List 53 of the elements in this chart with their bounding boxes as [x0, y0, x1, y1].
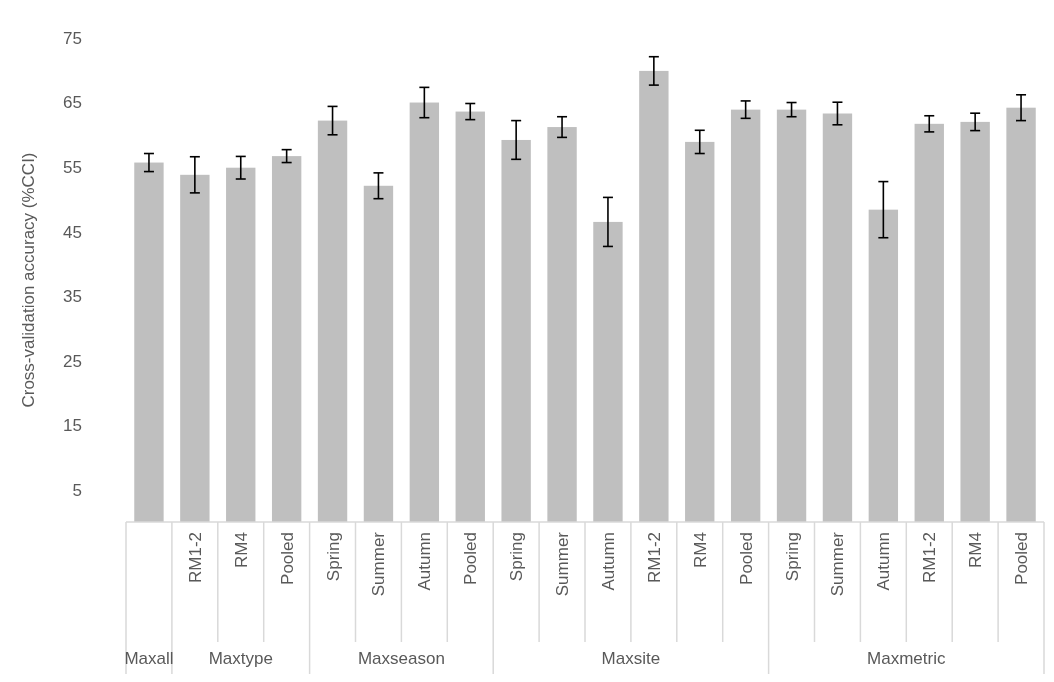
bar [868, 209, 899, 522]
bar [960, 121, 990, 522]
bar [134, 162, 164, 522]
y-tick-label: 75 [63, 28, 82, 48]
x-tick-label: Pooled [461, 532, 481, 585]
y-tick-label: 15 [63, 416, 82, 436]
x-tick-label: Pooled [1012, 532, 1032, 585]
bar [822, 113, 853, 522]
bar [501, 139, 531, 522]
text: Maxsite [601, 649, 661, 668]
y-tick-label: 35 [63, 287, 82, 307]
x-tick-label: Summer [553, 531, 573, 597]
bar [271, 156, 302, 522]
bar [363, 185, 394, 522]
y-tick-label: 5 [72, 480, 82, 500]
bar [180, 174, 210, 522]
x-tick-label: RM4 [966, 532, 986, 568]
y-tick-label: 45 [63, 222, 82, 242]
x-tick-label: RM4 [690, 532, 710, 568]
text: Maxtype [208, 649, 273, 668]
bar [455, 111, 485, 522]
x-tick-label: RM1-2 [920, 532, 940, 584]
x-tick-label: Spring [323, 532, 343, 582]
y-axis-title: Cross-validation accuracy (%CCI) [19, 152, 38, 408]
x-tick-label: RM1-2 [185, 532, 205, 584]
y-tick-label: 65 [63, 93, 82, 113]
bar [409, 102, 440, 522]
bar [776, 109, 807, 522]
y-tick-label: 55 [63, 158, 82, 178]
x-tick-label: RM4 [231, 532, 251, 568]
bar [547, 127, 577, 522]
bar [593, 221, 623, 522]
x-tick-label: Summer [369, 531, 389, 597]
bar [1006, 107, 1036, 522]
bar [639, 70, 669, 522]
y-tick-label: 25 [63, 351, 82, 371]
x-tick-label: Autumn [598, 532, 618, 591]
x-tick-label: Autumn [874, 532, 894, 591]
x-tick-label: Spring [782, 532, 802, 582]
text: Maxall [124, 649, 174, 668]
text: Maxseason [357, 649, 445, 668]
x-tick-label: RM1-2 [644, 532, 664, 584]
x-tick-label: Spring [507, 532, 527, 582]
bar [685, 141, 715, 522]
x-tick-label: Summer [828, 531, 848, 597]
bar [317, 120, 348, 522]
x-tick-label: Pooled [736, 532, 756, 585]
text: Maxmetric [867, 649, 946, 668]
bar [730, 109, 761, 522]
bar [226, 167, 256, 522]
x-tick-label: Pooled [277, 532, 297, 585]
bar [914, 123, 944, 522]
x-tick-label: Autumn [415, 532, 435, 591]
